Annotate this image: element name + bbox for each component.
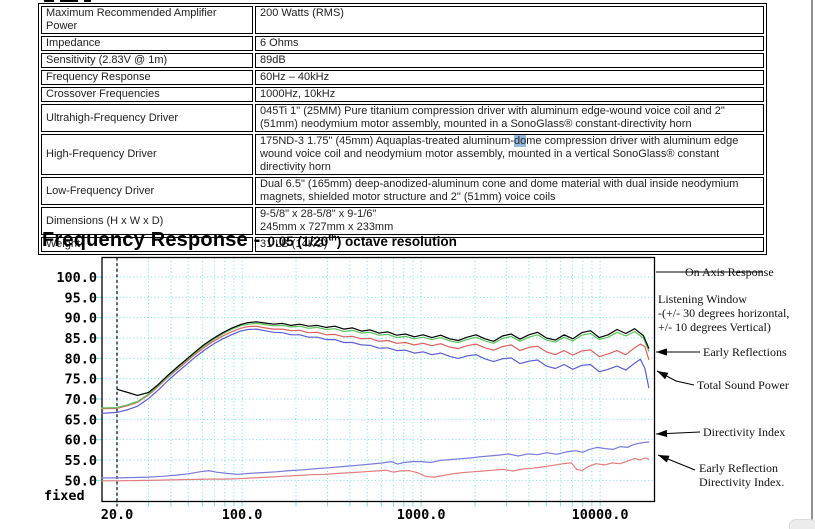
spec-value: 6 Ohms [255, 36, 764, 51]
series-total-sound-power [101, 328, 650, 414]
y-axis-tick-label: 60.0 [64, 433, 97, 449]
corner-widget [789, 519, 815, 529]
spec-value: 89dB [255, 53, 764, 68]
spec-label: High-Frequency Driver [41, 134, 253, 175]
heading-sub: 0.05 (1/20th) octave resolution [267, 232, 457, 250]
spec-value: 1000Hz, 10kHz [255, 87, 764, 102]
spec-label: Dimensions (H x W x D) [41, 207, 253, 235]
legend-label: Directivity Index [703, 425, 785, 439]
spec-label: Ultrahigh-Frequency Driver [41, 104, 253, 132]
spec-label: Weight [41, 237, 253, 252]
legend-label: Directivity Index. [699, 475, 784, 489]
legend-label: +/- 10 degrees Vertical) [658, 320, 771, 334]
legend-arrowhead-icon [657, 371, 669, 380]
legend-arrowhead-icon [656, 429, 668, 438]
spec-value: 175ND-3 1.75" (45mm) Aquaplas-treated al… [255, 134, 764, 175]
spec-value-text: me compression driver with aluminum edge… [260, 135, 739, 173]
y-axis-tick-label: 90.0 [64, 311, 97, 327]
plot-frame [101, 256, 656, 503]
spec-value: Dual 6.5" (165mm) deep-anodized-aluminum… [255, 177, 764, 205]
y-axis-tick-label: 85.0 [64, 331, 97, 347]
section-heading: Frequency Response - 0.05 (1/20th) octave… [42, 229, 457, 252]
legend-label: On Axis Response [685, 265, 774, 279]
y-axis-tick-label: 50.0 [64, 473, 97, 489]
table-row: Weight 31 LB (14KG) [41, 237, 764, 252]
spec-label: Maximum Recommended Amplifier Power [41, 6, 253, 34]
legend-label: Early Reflections [703, 345, 787, 359]
text-selection-highlight: do [513, 135, 527, 147]
spec-table: Maximum Recommended Amplifier Power 200 … [38, 3, 767, 255]
spec-label: Impedance [41, 36, 253, 51]
x-axis-tick-label: 20.0 [101, 507, 134, 523]
legend-label: -(+/- 30 degrees horizontal, [658, 306, 789, 320]
table-row: Frequency Response 60Hz – 40kHz [41, 70, 764, 85]
legend-arrowhead-icon [656, 348, 667, 356]
y-axis-tick-label: 100.0 [56, 270, 97, 286]
legend-arrowhead-icon [658, 455, 670, 463]
page-edge-line [811, 0, 813, 529]
spec-label: Crossover Frequencies [41, 87, 253, 102]
series-early-reflections [101, 325, 650, 410]
spec-value: 9-5/8" x 28-5/8" x 9-1/6" 245mm x 727mm … [255, 207, 764, 235]
y-axis-tick-label: 55.0 [64, 453, 97, 469]
table-row: Ultrahigh-Frequency Driver 045Ti 1" (25M… [41, 104, 764, 132]
frequency-response-chart: 100.0 95.0 90.0 85.0 80.0 75.0 70.0 65.0 60.0 55.… [44, 256, 789, 523]
y-axis-tick-label: 70.0 [64, 392, 97, 408]
legend-label: Total Sound Power [697, 378, 789, 392]
series-listening-window [101, 322, 650, 409]
legend-label: Listening Window [658, 292, 747, 306]
legend-label: Early Reflection [699, 461, 778, 475]
series-on-axis-response [116, 321, 650, 396]
spec-label: Low-Frequency Driver [41, 177, 253, 205]
table-row: Low-Frequency Driver Dual 6.5" (165mm) d… [41, 177, 764, 205]
spec-value-text: 175ND-3 1.75" (45mm) Aquaplas-treated al… [260, 135, 514, 147]
table-row: Maximum Recommended Amplifier Power 200 … [41, 6, 764, 34]
table-row: Sensitivity (2.83V @ 1m) 89dB [41, 53, 764, 68]
y-axis-tick-label: 65.0 [64, 412, 97, 428]
y-axis-tick-label: 95.0 [64, 290, 97, 306]
fixed-font-label: fixed [44, 488, 85, 504]
heading-superscript: th [328, 232, 337, 243]
x-axis-tick-label: 10000.0 [572, 507, 629, 523]
x-axis-tick-label: 1000.0 [397, 507, 446, 523]
table-row: Impedance 6 Ohms [41, 36, 764, 51]
y-axis-tick-label: 75.0 [64, 372, 97, 388]
spec-value: 31 LB (14KG) [255, 237, 764, 252]
spec-label: Sensitivity (2.83V @ 1m) [41, 53, 253, 68]
table-row: Crossover Frequencies 1000Hz, 10kHz [41, 87, 764, 102]
y-axis-tick-label: 80.0 [64, 351, 97, 367]
heading-main: Frequency Response - [42, 229, 261, 251]
table-row: High-Frequency Driver 175ND-3 1.75" (45m… [41, 134, 764, 175]
series-early-reflection-directivity-index [101, 457, 650, 482]
table-row: Dimensions (H x W x D) 9-5/8" x 28-5/8" … [41, 207, 764, 235]
spec-label: Frequency Response [41, 70, 253, 85]
x-axis-tick-label: 100.0 [222, 507, 263, 523]
spec-value: 200 Watts (RMS) [255, 6, 764, 34]
spec-value: 045Ti 1" (25MM) Pure titanium compressio… [255, 104, 764, 132]
series-directivity-index [101, 441, 650, 479]
spec-value: 60Hz – 40kHz [255, 70, 764, 85]
